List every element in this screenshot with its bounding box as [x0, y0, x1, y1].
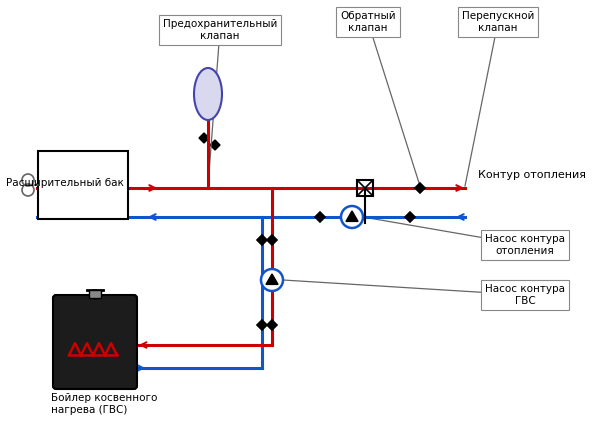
Polygon shape — [405, 212, 415, 222]
Polygon shape — [199, 133, 209, 143]
FancyBboxPatch shape — [89, 290, 101, 298]
Text: Перепускной
клапан: Перепускной клапан — [462, 11, 534, 33]
Polygon shape — [210, 140, 220, 150]
FancyBboxPatch shape — [38, 151, 128, 219]
Text: Предохранительный
клапан: Предохранительный клапан — [163, 19, 277, 41]
Polygon shape — [415, 183, 425, 193]
Polygon shape — [267, 235, 277, 245]
Polygon shape — [315, 212, 325, 222]
Text: Насос контура
отопления: Насос контура отопления — [485, 234, 565, 256]
Text: Расширительный бак: Расширительный бак — [6, 178, 124, 188]
Polygon shape — [257, 320, 267, 330]
Text: Бойлер косвенного
нагрева (ГВС): Бойлер косвенного нагрева (ГВС) — [51, 393, 157, 415]
FancyBboxPatch shape — [53, 295, 137, 389]
Text: Контур отопления: Контур отопления — [478, 170, 586, 180]
Polygon shape — [257, 235, 267, 245]
Circle shape — [261, 269, 283, 291]
Circle shape — [341, 206, 363, 228]
Polygon shape — [267, 320, 277, 330]
Polygon shape — [346, 211, 358, 221]
Polygon shape — [266, 274, 278, 284]
Text: Обратный
клапан: Обратный клапан — [340, 11, 396, 33]
Ellipse shape — [194, 68, 222, 120]
Text: Насос контура
ГВС: Насос контура ГВС — [485, 284, 565, 306]
